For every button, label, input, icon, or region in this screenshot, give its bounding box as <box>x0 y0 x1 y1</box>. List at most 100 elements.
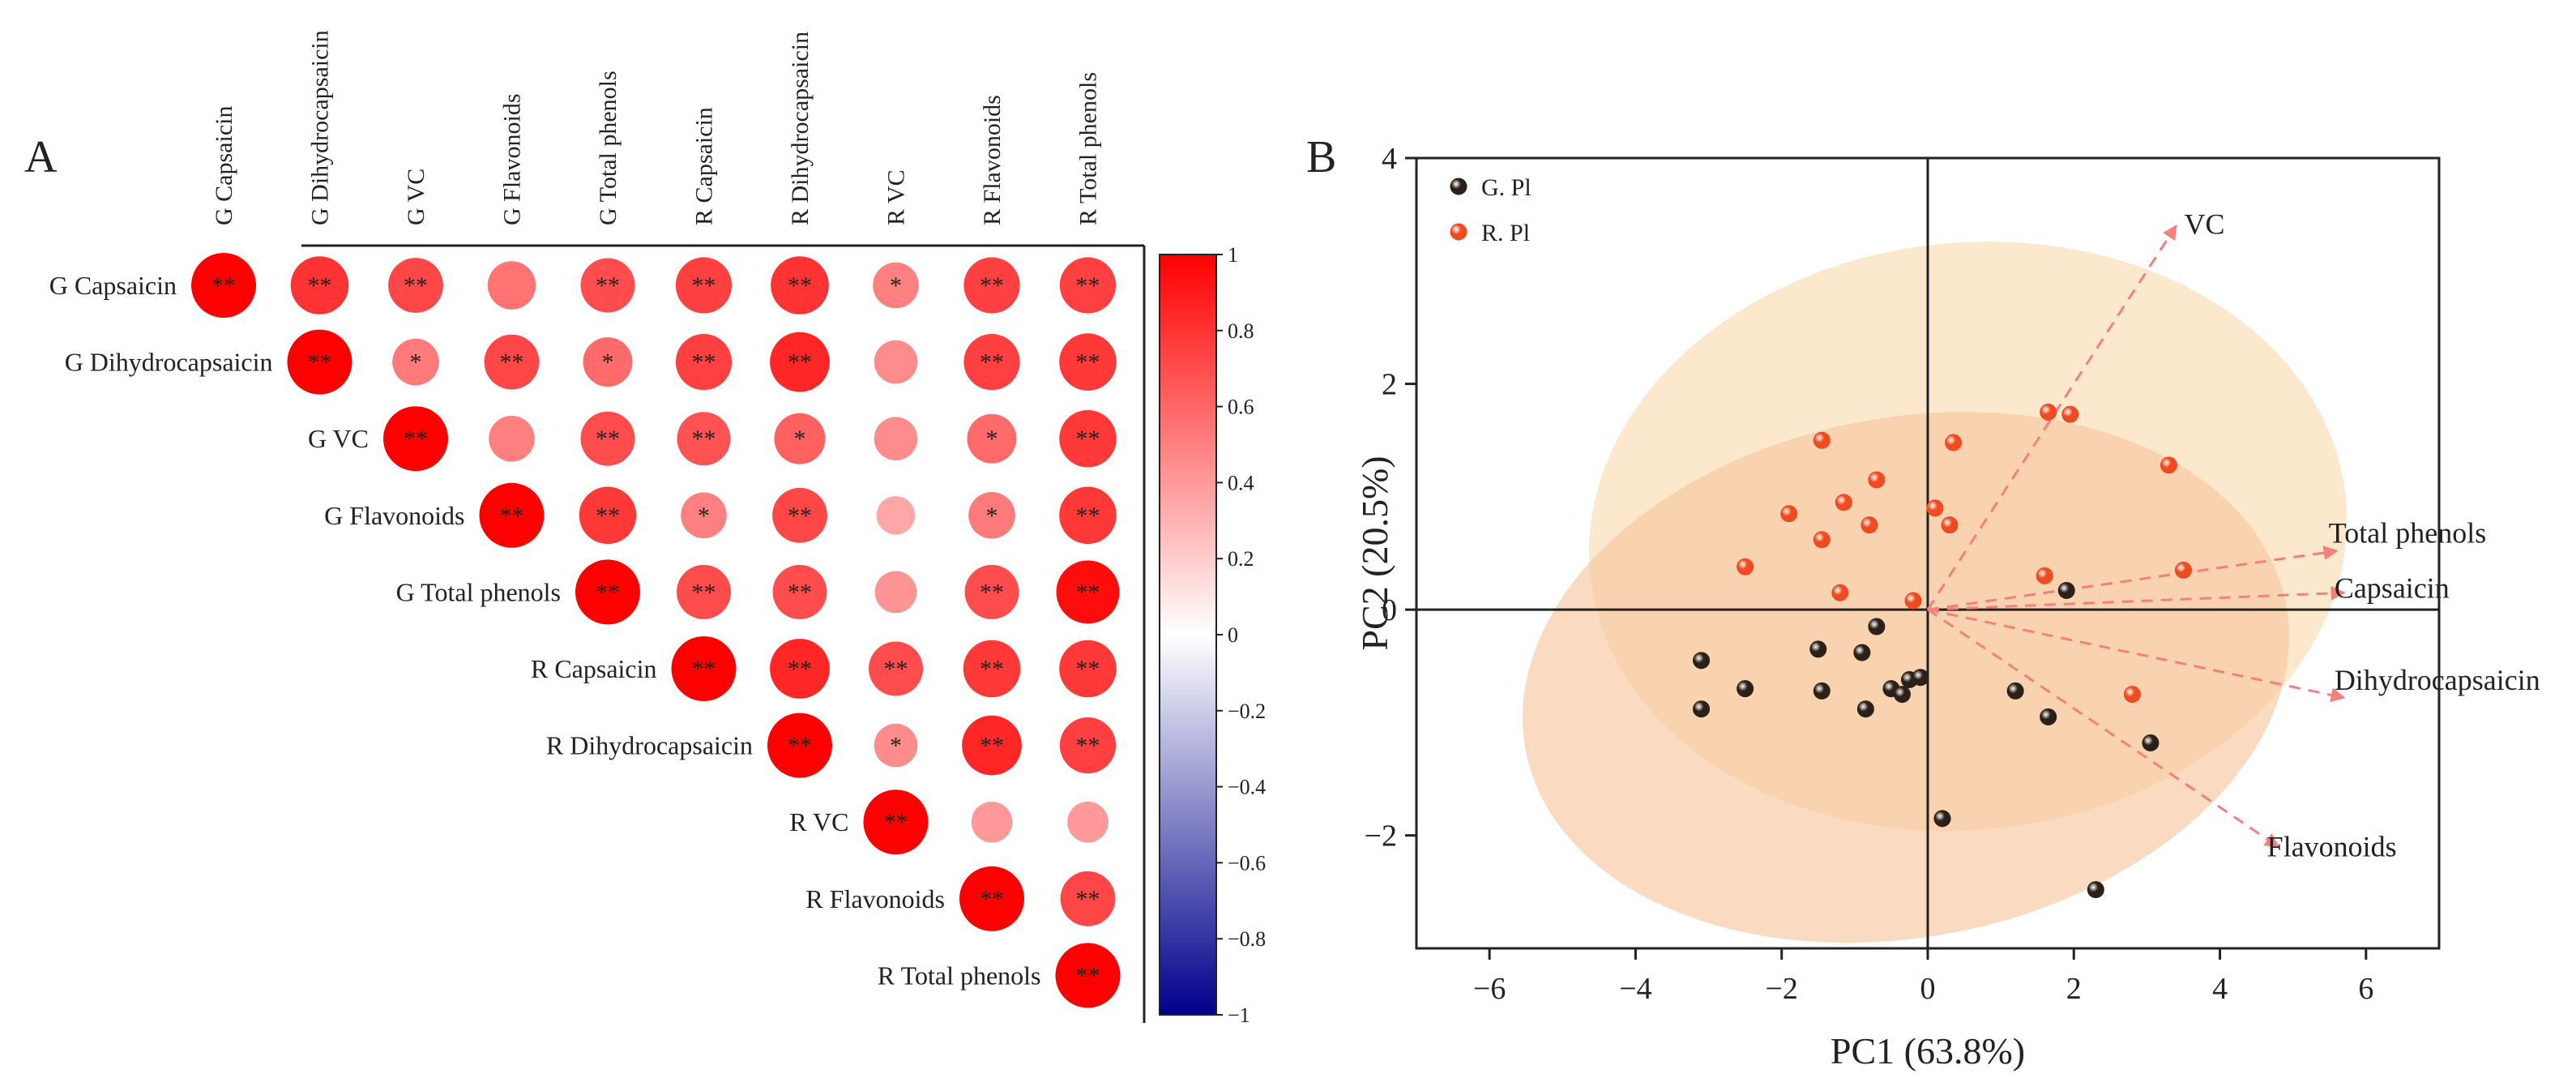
significance-mark: ** <box>308 272 332 299</box>
colorbar-tick-label: −0.6 <box>1228 851 1266 875</box>
x-tick-label: 6 <box>2358 972 2373 1006</box>
colorbar-tick-label: 0 <box>1228 623 1238 647</box>
significance-mark: ** <box>596 426 620 452</box>
significance-mark: ** <box>1076 349 1100 376</box>
significance-mark: ** <box>884 656 908 682</box>
y-tick-label: −2 <box>1365 819 1397 854</box>
r-pl-point <box>1780 505 1798 523</box>
y-tick-label: 4 <box>1382 142 1397 176</box>
r-pl-point <box>1813 431 1831 449</box>
corr-circle <box>580 258 635 313</box>
significance-mark: ** <box>1076 272 1100 299</box>
significance-mark: * <box>410 349 422 376</box>
significance-mark: ** <box>1076 503 1100 529</box>
significance-mark: * <box>890 733 902 759</box>
significance-mark: ** <box>980 886 1004 913</box>
correlation-panel: A ** ** ** ** ** ** * ** **** * ** * ** ** ** **** ** ** *… <box>24 30 1266 1027</box>
corr-circle <box>1055 943 1121 1008</box>
corr-circle <box>959 866 1024 931</box>
row-label: R Dihydrocapsaicin <box>546 731 753 760</box>
corr-circle <box>1060 871 1116 926</box>
corr-circle <box>290 256 349 314</box>
x-tick-label: 2 <box>2066 972 2082 1006</box>
column-labels: G Capsaicin G Dihydrocapsaicin G VC G Flavo… <box>211 30 1102 225</box>
row-label: R Total phenols <box>878 961 1041 990</box>
corr-circle <box>191 253 256 318</box>
column-label: G Capsaicin <box>211 106 237 225</box>
corr-circle <box>963 334 1020 391</box>
g-pl-point <box>1893 686 1911 704</box>
loading-arrow <box>1927 585 2346 611</box>
corr-circle <box>874 340 918 384</box>
corr-circle <box>967 413 1017 464</box>
colorbar-tick-label: 1 <box>1228 243 1238 267</box>
corr-circle <box>1059 333 1117 391</box>
significance-mark: ** <box>788 656 812 682</box>
g-pl-point <box>1853 644 1871 661</box>
significance-mark: ** <box>788 579 812 605</box>
significance-mark: ** <box>1076 656 1100 682</box>
column-label: R Capsaicin <box>691 107 718 225</box>
loading-label: Dihydrocapsaicin <box>2335 664 2540 696</box>
corr-circle <box>963 640 1021 698</box>
corr-circle <box>873 262 919 309</box>
colorbar-bar <box>1159 254 1217 1016</box>
corr-circle <box>675 257 733 314</box>
g-pl-point <box>1813 682 1831 700</box>
colorbar-tick-label: −0.2 <box>1228 700 1266 723</box>
row-label: R Flavonoids <box>805 884 945 913</box>
r-pl-point <box>1926 499 1944 517</box>
loading-label: Total phenols <box>2329 517 2486 550</box>
significance-mark: ** <box>1076 886 1100 913</box>
significance-mark: ** <box>692 579 716 605</box>
colorbar-tick-label: −0.4 <box>1228 776 1266 799</box>
significance-mark: ** <box>308 349 332 376</box>
legend-label: R. Pl <box>1481 220 1530 246</box>
corr-circle <box>677 564 731 619</box>
column-label: R Total phenols <box>1075 72 1102 225</box>
significance-mark: * <box>986 426 998 452</box>
g-pl-point <box>2087 881 2104 899</box>
colorbar-tick-label: −1 <box>1228 1003 1250 1027</box>
corr-circle <box>770 332 830 392</box>
significance-mark: ** <box>980 272 1004 299</box>
r-pl-point <box>1737 558 1754 575</box>
column-label: R VC <box>883 169 910 225</box>
significance-mark: ** <box>980 349 1004 376</box>
r-pl-point <box>2123 686 2141 704</box>
x-tick-label: 4 <box>2212 972 2228 1006</box>
r-pl-point <box>1831 584 1849 601</box>
significance-mark: ** <box>692 272 716 299</box>
legend-label: G. Pl <box>1481 174 1532 201</box>
g-pl-point <box>1693 652 1711 670</box>
colorbar-tick-label: 0.4 <box>1228 471 1254 494</box>
significance-mark: ** <box>500 503 524 529</box>
corr-circle <box>1059 486 1117 545</box>
panel-b-label: B <box>1306 132 1336 182</box>
corr-circle <box>580 411 635 466</box>
corr-circle <box>575 559 640 625</box>
column-label: R Flavonoids <box>979 95 1006 225</box>
significance-mark: * <box>986 503 998 529</box>
panel-a-label: A <box>24 132 58 182</box>
corr-circle <box>771 256 829 314</box>
column-label: G VC <box>403 169 429 225</box>
corr-circle <box>869 641 923 696</box>
row-labels: G Capsaicin G Dihydrocapsaicin G VC G Flavo… <box>49 271 1041 990</box>
significance-mark: * <box>698 503 710 529</box>
significance-mark: ** <box>404 272 428 299</box>
correlation-cells: ** ** ** ** ** ** * ** **** * ** * ** ** ** **** ** ** * * *… <box>191 253 1121 1008</box>
significance-mark: * <box>794 426 806 452</box>
significance-mark: ** <box>692 349 716 376</box>
g-pl-point <box>2006 682 2024 700</box>
loading-arrow <box>1927 608 2280 848</box>
corr-circle <box>287 329 352 395</box>
column-label: G Total phenols <box>595 71 622 225</box>
x-axis-label: PC1 (63.8%) <box>1831 1030 2025 1072</box>
corr-circle <box>579 486 637 545</box>
significance-mark: ** <box>404 426 428 452</box>
significance-mark: ** <box>596 272 620 299</box>
significance-mark: ** <box>1076 962 1100 989</box>
significance-mark: ** <box>692 426 716 452</box>
corr-circle <box>671 636 737 701</box>
